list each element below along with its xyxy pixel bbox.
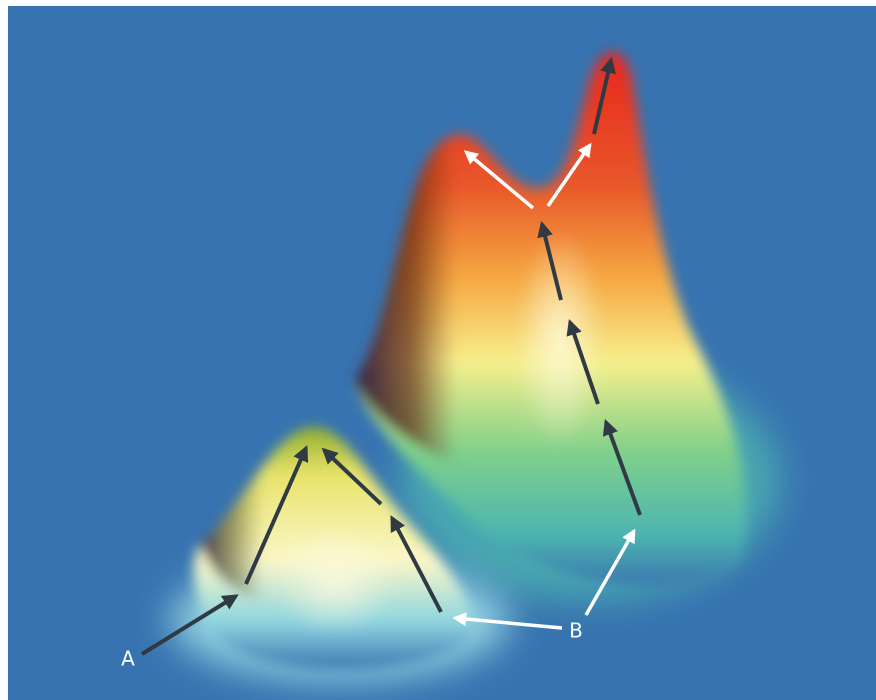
arrow — [463, 150, 535, 210]
arrow — [592, 56, 616, 135]
arrow — [140, 594, 239, 656]
arrow — [546, 142, 592, 207]
arrow — [537, 220, 563, 301]
white-arrows — [452, 142, 636, 630]
arrow — [566, 318, 600, 405]
arrow — [584, 528, 636, 616]
arrow — [390, 515, 443, 613]
arrow — [452, 612, 563, 630]
label-a: A — [121, 647, 135, 671]
small-hill — [194, 426, 472, 670]
arrow — [602, 418, 642, 516]
arrow — [321, 447, 383, 506]
dark-arrows — [140, 56, 642, 656]
arrow — [244, 445, 309, 585]
label-b: B — [569, 619, 583, 643]
big-hill — [355, 51, 746, 587]
